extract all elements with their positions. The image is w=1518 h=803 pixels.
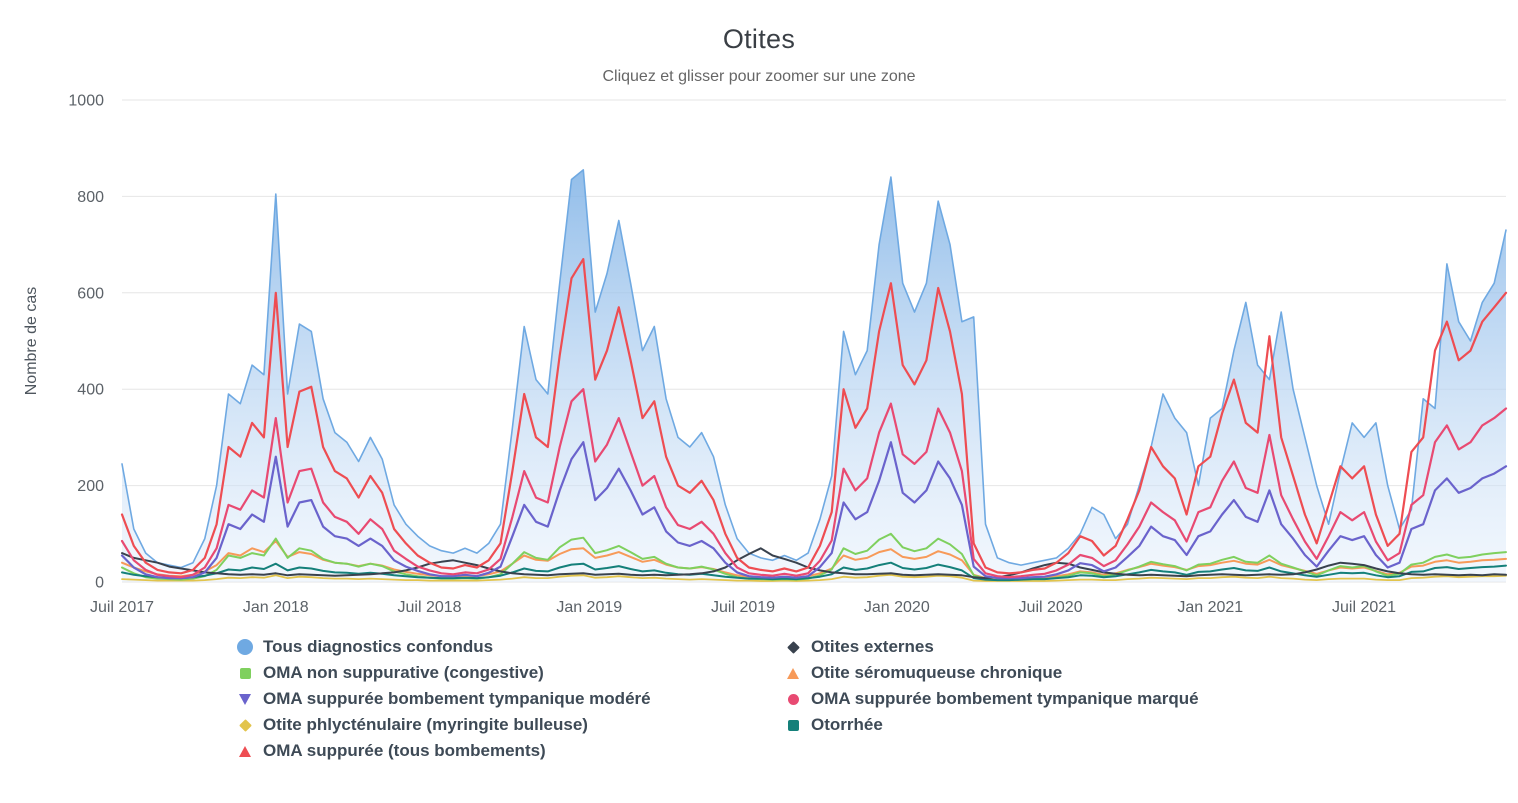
series-line-oma-suppuree-tous-bombements[interactable] [120, 258, 1508, 575]
otites-chart-page: Otites Cliquez et glisser pour zoomer su… [0, 0, 1518, 764]
series-line-otite-phlyctenulaire-myringite-bulleuse[interactable] [121, 573, 1507, 582]
legend-column-left: Tous diagnostics confondus OMA non suppur… [235, 634, 783, 764]
legend-item-oma-suppuree-bombement-tympanique-modere[interactable]: OMA suppurée bombement tympanique modéré [235, 686, 783, 712]
legend-item-oma-suppuree-tous-bombements[interactable]: OMA suppurée (tous bombements) [235, 738, 783, 764]
axis-labels-layer: 0 200 400 600 800 1000 Juil 2017 Jan 2018 Juil 2… [68, 93, 1396, 617]
chart-legend: Tous diagnostics confondus OMA non suppur… [0, 634, 1518, 764]
oma-suppuree-tous-bombements-triangle-up-icon [239, 745, 251, 757]
legend-marker-box [235, 693, 255, 705]
x-tick-label: Juil 2018 [398, 599, 462, 616]
legend-item-oma-non-suppurative-congestive[interactable]: OMA non suppurative (congestive) [235, 660, 783, 686]
y-tick-label: 0 [95, 575, 104, 592]
tous-diagnostics-confondus-circle-icon [237, 639, 253, 655]
legend-marker-box [235, 667, 255, 679]
oma-non-suppurative-congestive-square-icon [239, 667, 251, 679]
legend-column-right: Otites externes Otite séromuqueuse chroni… [783, 634, 1283, 764]
otite-seromuqueuse-chronique-triangle-up-icon [787, 667, 799, 679]
y-tick-label: 600 [77, 285, 104, 302]
series-line-tous-diagnostics-confondus[interactable] [121, 169, 1507, 569]
y-tick-label: 400 [77, 382, 104, 399]
x-tick-label: Jan 2020 [864, 599, 930, 616]
legend-label: Tous diagnostics confondus [263, 637, 494, 656]
y-tick-label: 1000 [68, 93, 104, 110]
x-tick-label: Jan 2018 [243, 599, 309, 616]
legend-item-otorrhee[interactable]: Otorrhée [783, 712, 1283, 738]
legend-label: Otite séromuqueuse chronique [811, 663, 1063, 682]
y-tick-label: 800 [77, 189, 104, 206]
y-tick-label: 200 [77, 478, 104, 495]
legend-item-otites-externes[interactable]: Otites externes [783, 634, 1283, 660]
x-tick-label: Juil 2021 [1332, 599, 1396, 616]
legend-label: Otites externes [811, 637, 934, 656]
legend-item-otite-phlyctenulaire-myringite-bulleuse[interactable]: Otite phlycténulaire (myringite bulleuse… [235, 712, 783, 738]
legend-marker-box [783, 719, 803, 731]
legend-label: OMA suppurée (tous bombements) [263, 741, 546, 760]
series-line-otites-externes[interactable] [121, 547, 1507, 580]
legend-label: Otorrhée [811, 715, 883, 734]
legend-marker-box [235, 639, 255, 655]
legend-marker-box [783, 667, 803, 679]
legend-label: OMA non suppurative (congestive) [263, 663, 544, 682]
legend-item-otite-seromuqueuse-chronique[interactable]: Otite séromuqueuse chronique [783, 660, 1283, 686]
legend-label: OMA suppurée bombement tympanique modéré [263, 689, 651, 708]
legend-item-tous-diagnostics-confondus[interactable]: Tous diagnostics confondus [235, 634, 783, 660]
legend-marker-box [783, 640, 803, 654]
chart-header: Otites Cliquez et glisser pour zoomer su… [0, 0, 1518, 86]
legend-label: Otite phlycténulaire (myringite bulleuse… [263, 715, 588, 734]
series-line-otorrhee[interactable] [121, 561, 1507, 582]
series-area-tous-diagnostics-confondus[interactable] [122, 169, 1506, 582]
series-layer [120, 169, 1508, 582]
series-line-oma-suppuree-bombement-tympanique-modere[interactable] [120, 441, 1508, 580]
otites-timeseries-chart[interactable]: 0 200 400 600 800 1000 Juil 2017 Jan 2018 Juil 2… [0, 86, 1518, 626]
x-tick-label: Juil 2020 [1019, 599, 1083, 616]
x-tick-label: Juil 2017 [90, 599, 154, 616]
legend-item-oma-suppuree-bombement-tympanique-marque[interactable]: OMA suppurée bombement tympanique marqué [783, 686, 1283, 712]
legend-marker-box [235, 718, 255, 732]
otites-externes-diamond-icon [786, 640, 800, 654]
x-tick-label: Juil 2019 [711, 599, 775, 616]
chart-subtitle: Cliquez et glisser pour zoomer sur une z… [602, 68, 916, 85]
oma-suppuree-bombement-tympanique-modere-triangle-down-icon [239, 693, 251, 705]
x-tick-label: Jan 2019 [556, 599, 622, 616]
legend-marker-box [783, 693, 803, 705]
otite-phlyctenulaire-myringite-bulleuse-diamond-icon [238, 718, 252, 732]
legend-label: OMA suppurée bombement tympanique marqué [811, 689, 1199, 708]
otorrhee-square-icon [787, 719, 799, 731]
y-axis-title: Nombre de cas [23, 287, 40, 396]
chart-title: Otites [722, 24, 796, 54]
series-line-oma-suppuree-bombement-tympanique-marque[interactable] [120, 388, 1508, 579]
oma-suppuree-bombement-tympanique-marque-circle-icon [787, 693, 799, 705]
legend-marker-box [235, 745, 255, 757]
x-tick-label: Jan 2021 [1177, 599, 1243, 616]
